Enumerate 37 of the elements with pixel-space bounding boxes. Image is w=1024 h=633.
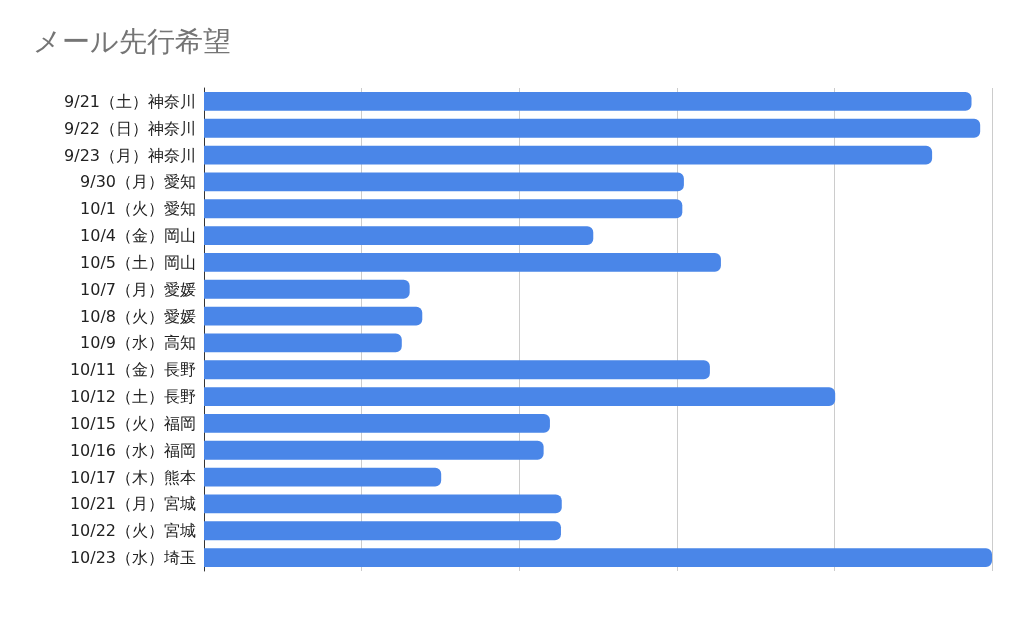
bar	[204, 440, 544, 460]
y-tick-label: 10/8（火）愛媛	[80, 306, 196, 326]
y-tick-label: 9/21（土）神奈川	[64, 91, 196, 111]
y-tick-label: 9/23（月）神奈川	[64, 145, 196, 165]
y-tick-label: 10/17（木）熊本	[69, 467, 196, 487]
bar	[204, 548, 992, 567]
y-tick-label: 10/21（月）宮城	[69, 494, 196, 514]
bar	[204, 118, 981, 138]
bar	[204, 414, 550, 433]
bar	[204, 521, 561, 541]
bar	[204, 494, 562, 514]
y-tick-label: 10/15（火）福岡	[69, 413, 196, 433]
bar	[204, 387, 836, 406]
y-tick-label: 10/12（土）長野	[69, 387, 196, 407]
y-tick-label: 10/5（土）岡山	[80, 252, 196, 272]
y-tick-label: 9/30（月）愛知	[80, 172, 196, 192]
y-tick-label: 10/23（水）埼玉	[69, 548, 196, 568]
y-tick-label: 10/4（金）岡山	[80, 226, 196, 246]
bar	[204, 253, 721, 272]
bar	[204, 226, 594, 245]
bar	[204, 92, 972, 111]
bar	[204, 306, 423, 326]
bar	[204, 360, 710, 380]
bar	[204, 199, 683, 219]
y-tick-label: 10/22（火）宮城	[69, 521, 196, 541]
y-tick-label: 10/11（金）長野	[69, 360, 196, 380]
y-tick-label: 10/9（水）高知	[80, 333, 196, 353]
y-tick-label: 10/7（月）愛媛	[80, 279, 196, 299]
bar	[204, 172, 684, 192]
bar	[204, 279, 410, 299]
bar	[204, 467, 442, 487]
chart-title: メール先行希望	[33, 24, 231, 58]
bar	[204, 333, 402, 353]
y-tick-label: 9/22（日）神奈川	[64, 118, 196, 138]
y-tick-label: 10/16（水）福岡	[69, 440, 196, 460]
y-tick-label: 10/1（火）愛知	[80, 199, 196, 219]
bar	[204, 145, 933, 165]
